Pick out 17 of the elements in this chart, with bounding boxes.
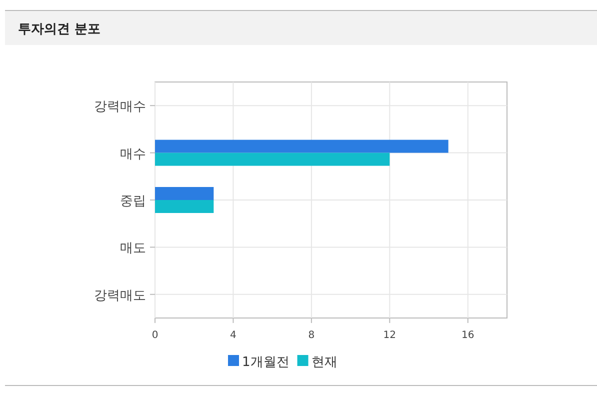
y-tick-label: 강력매도	[94, 288, 146, 304]
bar	[155, 152, 390, 166]
bar	[155, 140, 448, 153]
y-tick-label: 매도	[120, 241, 146, 256]
legend-label: 현재	[311, 355, 338, 370]
y-tick-label: 매수	[120, 146, 146, 162]
y-tick-label: 강력매수	[94, 100, 146, 115]
bar	[155, 200, 214, 213]
legend-label: 1개월전	[242, 355, 290, 370]
x-tick-label: 8	[308, 330, 315, 341]
chart-title: 투자의견 분포	[18, 22, 101, 37]
x-tick-label: 16	[462, 330, 474, 341]
x-tick-label: 12	[383, 330, 396, 341]
x-tick-label: 0	[152, 330, 158, 341]
y-tick-label: 중립	[120, 194, 146, 209]
x-tick-label: 4	[230, 330, 236, 341]
bar	[155, 187, 214, 200]
